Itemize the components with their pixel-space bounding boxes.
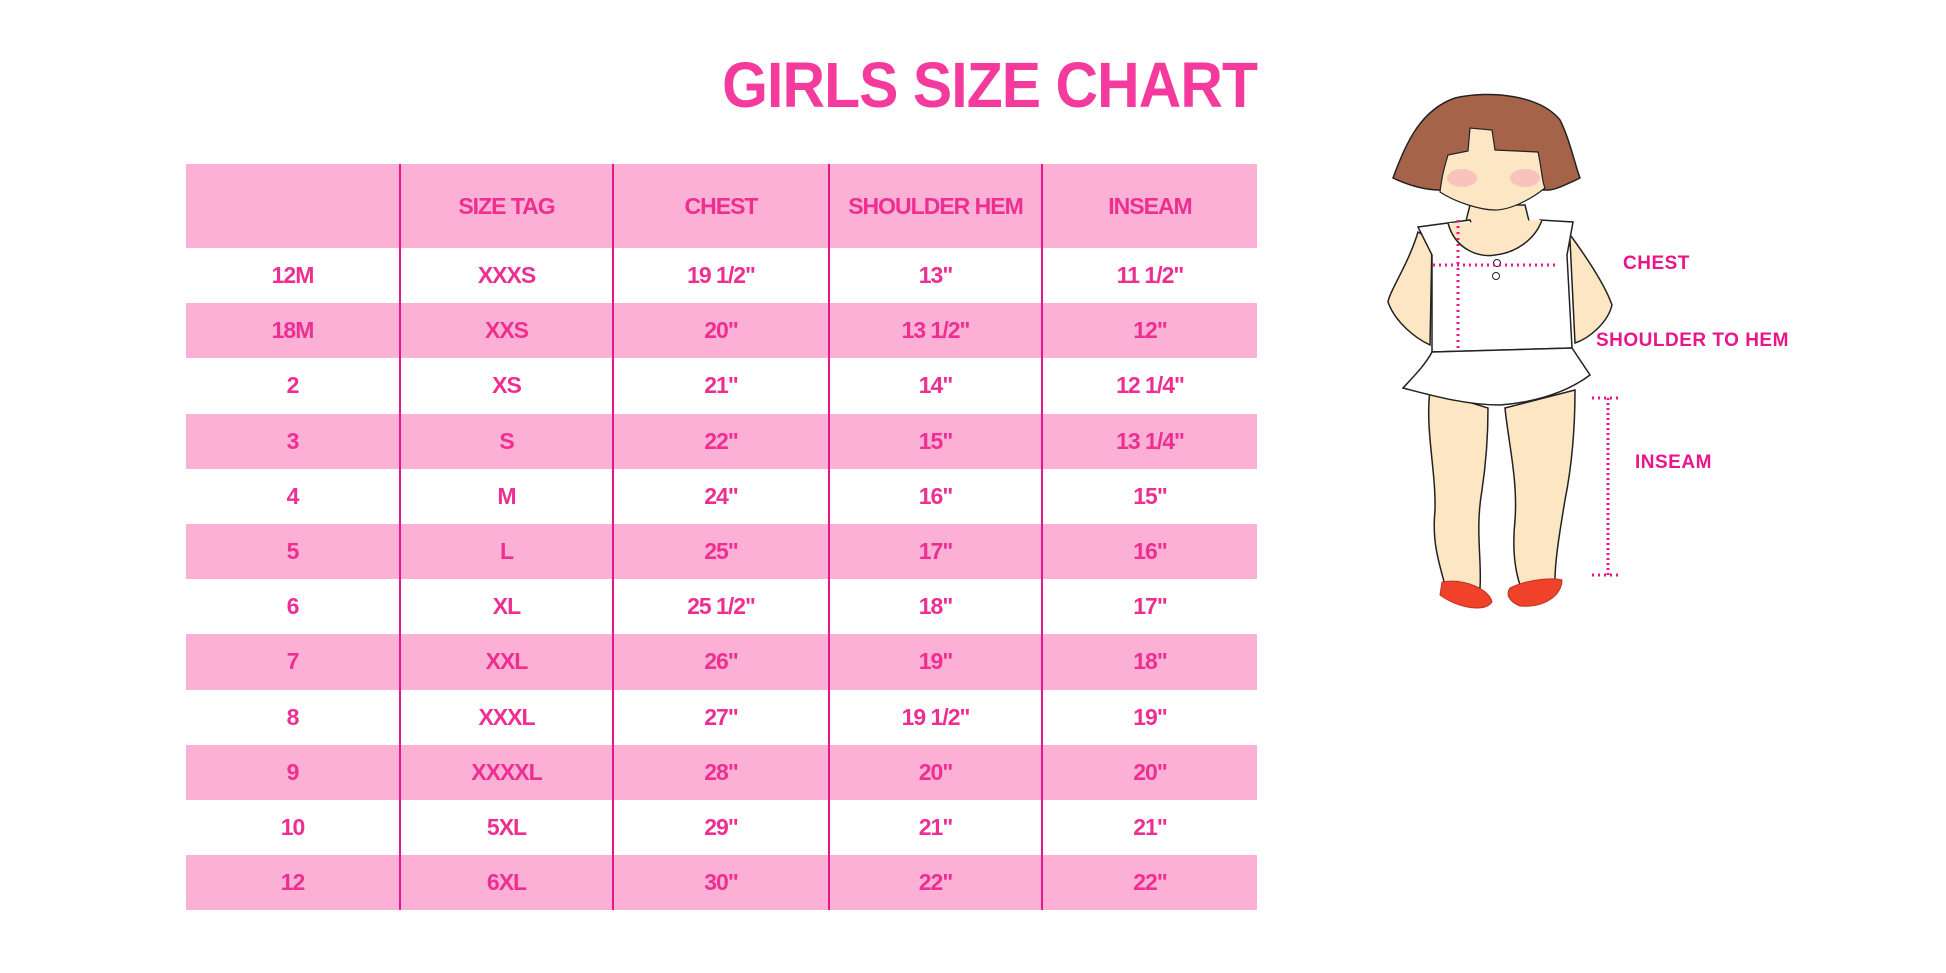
table-row: 10 5XL 29" 21" 21": [186, 799, 1257, 856]
table-cell: 20": [1041, 744, 1257, 800]
table-row: 3 S 22" 15" 13 1/4": [186, 413, 1257, 469]
table-cell: 15": [1041, 468, 1257, 524]
table-cell: 19": [828, 634, 1042, 690]
column-header: SIZE TAG: [399, 164, 613, 248]
table-cell: 19": [1041, 689, 1257, 745]
table-cell: 12 1/4": [1041, 358, 1257, 414]
table-row: 2 XS 21" 14" 12 1/4": [186, 358, 1257, 414]
table-cell: 22": [1041, 855, 1257, 911]
column-header: [186, 164, 400, 248]
table-cell: 28": [612, 744, 829, 800]
table-cell: 19 1/2": [612, 248, 829, 304]
chest-label: CHEST: [1623, 253, 1690, 274]
table-cell: 24": [612, 468, 829, 524]
table-cell: 16": [828, 468, 1042, 524]
table-row: 9 XXXXL 28" 20" 20": [186, 744, 1257, 800]
table-cell: 20": [828, 744, 1042, 800]
table-row: 8 XXXL 27" 19 1/2" 19": [186, 689, 1257, 745]
table-cell: 12M: [271, 262, 315, 289]
table-cell: XXS: [399, 303, 613, 359]
table-cell: 18": [828, 579, 1042, 635]
table-cell: 20": [612, 303, 829, 359]
table-row: 12 6XL 30" 22" 22": [186, 855, 1257, 911]
table-cell: 25 1/2": [612, 579, 829, 635]
table-cell: 13 1/4": [1041, 413, 1257, 469]
table-cell: S: [399, 413, 613, 469]
girl-measurement-illustration: CHEST SHOULDER TO HEM INSEAM: [1370, 90, 1870, 890]
table-row: 7 XXL 26" 19" 18": [186, 634, 1257, 690]
table-cell: 11 1/2": [1041, 248, 1257, 304]
table-cell: 13 1/2": [828, 303, 1042, 359]
table-header-row: SIZE TAG CHEST SHOULDER HEM INSEAM: [186, 164, 1257, 248]
table-cell: 7: [186, 634, 400, 690]
table-cell: 25": [612, 523, 829, 580]
table-cell: 22": [828, 855, 1042, 911]
table-row: 4 M 24" 16" 15": [186, 468, 1257, 524]
table-cell: 8: [286, 703, 300, 730]
table-cell: M: [399, 468, 613, 524]
column-header: CHEST: [612, 164, 829, 248]
shoulder-to-hem-label: SHOULDER TO HEM: [1596, 330, 1789, 351]
table-row: 12M XXXS 19 1/2" 13" 11 1/2": [186, 248, 1257, 304]
girl-figure-icon: [1387, 93, 1618, 609]
table-cell: 14": [828, 358, 1042, 414]
table-cell: 6XL: [399, 855, 613, 911]
table-cell: XXL: [399, 634, 613, 690]
table-cell: L: [399, 523, 613, 580]
column-header: INSEAM: [1041, 164, 1257, 248]
table-cell: XXXL: [399, 689, 613, 745]
table-cell: 12: [186, 855, 400, 911]
table-row: 5 L 25" 17" 16": [186, 523, 1257, 580]
table-cell: 26": [612, 634, 829, 690]
table-cell: XXXXL: [399, 744, 613, 800]
table-cell: XXXS: [399, 248, 613, 304]
table-cell: 5: [186, 523, 400, 580]
table-cell: 16": [1041, 523, 1257, 580]
table-cell: 19 1/2": [828, 689, 1042, 745]
table-cell: 30": [612, 855, 829, 911]
table-cell: 21": [612, 358, 829, 414]
table-row: 18M XXS 20" 13 1/2" 12": [186, 303, 1257, 359]
table-cell: 17": [828, 523, 1042, 580]
table-cell: 21": [1041, 799, 1257, 856]
size-chart-table: SIZE TAG CHEST SHOULDER HEM INSEAM 12M XXXS 1…: [186, 164, 1257, 911]
table-cell: 18": [1041, 634, 1257, 690]
table-cell: 9: [186, 744, 400, 800]
table-cell: 12": [1041, 303, 1257, 359]
table-cell: 13": [828, 248, 1042, 304]
table-cell: 27": [612, 689, 829, 745]
table-cell: 18M: [186, 303, 400, 359]
table-cell: XL: [399, 579, 613, 635]
table-row: 6 XL 25 1/2" 18" 17": [186, 579, 1257, 635]
table-cell: 22": [612, 413, 829, 469]
table-cell: 29": [612, 799, 829, 856]
table-cell: 6: [286, 593, 300, 620]
column-header: SHOULDER HEM: [828, 164, 1042, 248]
table-cell: 2: [286, 372, 300, 399]
table-cell: 4: [286, 482, 300, 509]
page-title: GIRLS SIZE CHART: [722, 49, 1258, 121]
table-cell: 17": [1041, 579, 1257, 635]
table-cell: 10: [280, 813, 306, 840]
table-cell: 3: [186, 413, 400, 469]
table-cell: XS: [399, 358, 613, 414]
table-cell: 5XL: [399, 799, 613, 856]
table-cell: 15": [828, 413, 1042, 469]
inseam-label: INSEAM: [1635, 452, 1712, 473]
table-cell: 21": [828, 799, 1042, 856]
